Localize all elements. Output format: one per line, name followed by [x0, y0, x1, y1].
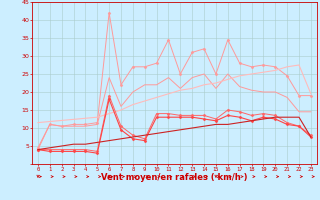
X-axis label: Vent moyen/en rafales ( km/h ): Vent moyen/en rafales ( km/h ): [101, 173, 248, 182]
